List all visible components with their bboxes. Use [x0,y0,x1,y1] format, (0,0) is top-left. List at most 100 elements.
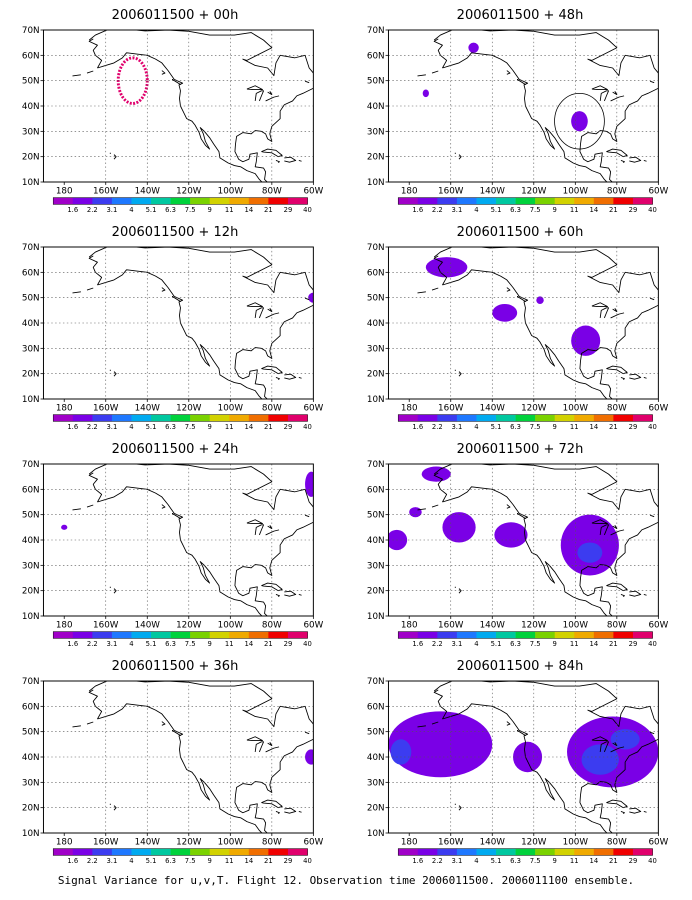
colorbar-label: 11 [570,640,579,648]
y-tick-label: 10N [22,612,40,622]
colorbar-swatch [287,197,308,205]
colorbar-label: 40 [648,857,657,865]
coastline [161,70,166,75]
y-tick-label: 20N [367,370,385,380]
y-tick-label: 10N [22,829,40,839]
coastline [433,38,448,69]
variance-region [422,89,429,98]
y-tick-label: 40N [22,319,40,329]
colorbar-label: 9 [208,640,212,648]
coastline [88,689,103,720]
colorbar-swatch [209,197,230,205]
coastline [649,731,655,735]
coastline [516,79,526,85]
x-tick-label: 60W [648,187,668,197]
colorbar-label: 14 [589,857,598,865]
colorbar-label: 29 [629,423,638,431]
variance-region [536,296,544,304]
colorbar-swatch [574,631,595,639]
coastline [591,302,608,307]
coastline [506,70,511,75]
colorbar-label: 9 [553,423,557,431]
colorbar-swatch [131,631,152,639]
y-tick-label: 70N [22,677,40,687]
x-tick-label: 60W [303,621,323,631]
variance-region [610,729,640,750]
colorbar-label: 2.2 [87,423,98,431]
coastline [284,590,297,597]
y-tick-label: 20N [22,587,40,597]
colorbar-swatch [287,414,308,422]
coastline [315,511,327,522]
colorbar-swatch [151,631,171,639]
coastline [304,297,310,301]
colorbar-label: 40 [303,857,312,865]
colorbar-label: 2.2 [432,206,443,214]
coastline [113,588,117,594]
coastline [620,377,625,380]
colorbar-swatch [476,197,497,205]
colorbar-swatch [574,197,595,205]
coastline [629,373,642,380]
colorbar-swatch [268,848,289,856]
colorbar-swatch [554,848,575,856]
colorbar-swatch [72,414,93,422]
colorbar-label: 3.1 [451,206,462,214]
colorbar-swatch [268,631,289,639]
y-tick-label: 60N [22,268,40,278]
colorbar-swatch [53,848,74,856]
colorbar-swatch [574,414,595,422]
coastline [417,74,426,77]
y-tick-label: 40N [367,536,385,546]
colorbar-label: 40 [303,423,312,431]
colorbar-swatch [229,631,250,639]
variance-region [305,749,314,765]
y-tick-label: 30N [367,127,385,137]
coastline [431,287,439,291]
coastline [458,154,462,160]
colorbar-label: 6.3 [510,206,521,214]
map-plot: 10N 20N 30N 40N 50N 60N 70N 180 160W 140W 120W 100W… [367,460,669,648]
coastline [275,160,280,163]
x-tick-label: 100W [218,187,244,197]
coastline [591,519,608,524]
colorbar-swatch [456,197,477,205]
coastline [265,746,280,753]
coastline [86,70,94,74]
colorbar-label: 6.3 [165,857,176,865]
colorbar-swatch [111,631,132,639]
coastline [171,730,181,736]
coastline [171,79,181,85]
coastline [275,594,280,597]
plot-background [43,30,314,182]
coastline [599,741,610,753]
coastline [72,725,81,728]
colorbar: 1.6 2.2 3.1 4 5.1 6.3 7.5 9 11 14 21 29 40 [52,631,312,648]
variance-region [494,522,528,548]
y-tick-label: 30N [22,344,40,354]
colorbar-swatch [72,197,93,205]
colorbar-label: 3.1 [451,857,462,865]
variance-region [581,744,619,775]
x-tick-label: 120W [521,187,547,197]
x-tick-label: 80W [607,838,627,848]
colorbar-label: 3.1 [106,206,117,214]
y-tick-label: 50N [22,728,40,738]
x-tick-label: 60W [648,838,668,848]
y-tick-label: 50N [367,511,385,521]
figure-caption: Signal Variance for u,v,T. Flight 12. Ob… [57,874,635,887]
colorbar-label: 4 [129,640,133,648]
coastline [606,148,628,158]
coastline [261,582,283,592]
colorbar-swatch [417,197,438,205]
x-tick-label: 120W [521,404,547,414]
y-tick-label: 30N [22,127,40,137]
coastline [458,805,462,811]
colorbar-label: 14 [589,206,598,214]
colorbar-swatch [287,848,308,856]
coastline [454,152,457,154]
colorbar-label: 7.5 [185,640,196,648]
colorbar-label: 6.3 [510,423,521,431]
coastline [275,377,280,380]
x-tick-label: 60W [303,187,323,197]
